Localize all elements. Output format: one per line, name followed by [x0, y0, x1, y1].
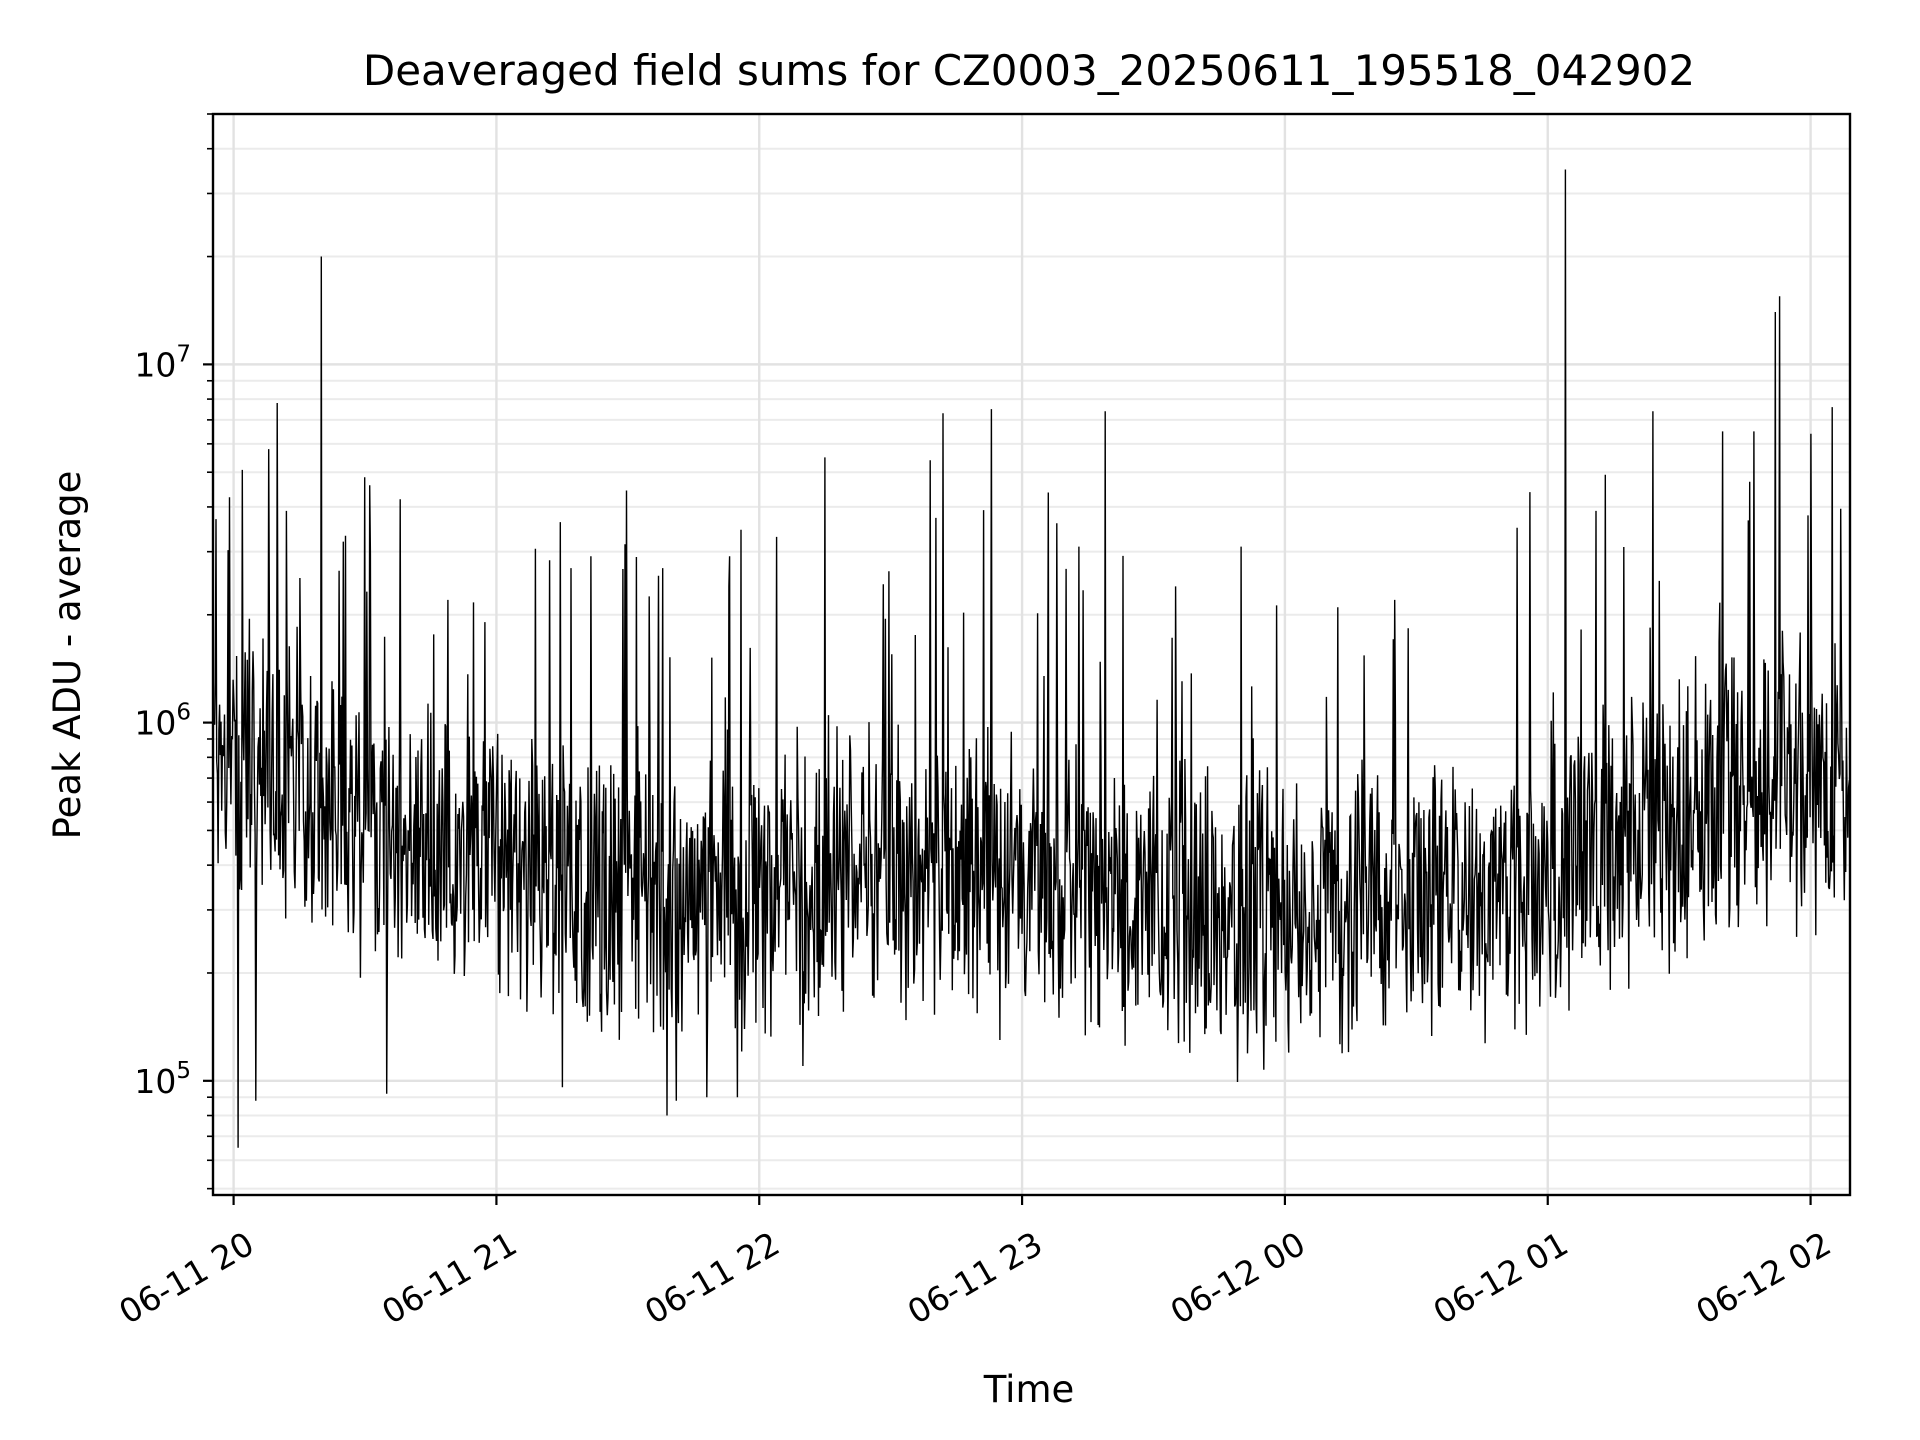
x-tick-label: 06-12 02: [1689, 1224, 1837, 1332]
plot-frame: [211, 112, 1852, 1197]
y-tick-label: 107: [134, 341, 191, 384]
x-tick-label: 06-11 20: [112, 1224, 260, 1332]
plot-series: [213, 169, 1850, 1148]
y-tick-label: 106: [134, 700, 191, 743]
x-tick-label: 06-12 00: [1164, 1224, 1312, 1332]
y-tick-label: 105: [134, 1058, 191, 1101]
x-tick-label: 06-11 22: [638, 1224, 786, 1332]
chart-title: Deaveraged field sums for CZ0003_2025061…: [363, 46, 1695, 95]
y-axis-label: Peak ADU - average: [46, 471, 89, 840]
x-axis-label: Time: [983, 1368, 1075, 1411]
x-tick-label: 06-12 01: [1427, 1224, 1575, 1332]
series-line: [213, 169, 1850, 1148]
x-tick-label: 06-11 21: [375, 1224, 523, 1332]
x-tick-label: 06-11 23: [901, 1224, 1049, 1332]
